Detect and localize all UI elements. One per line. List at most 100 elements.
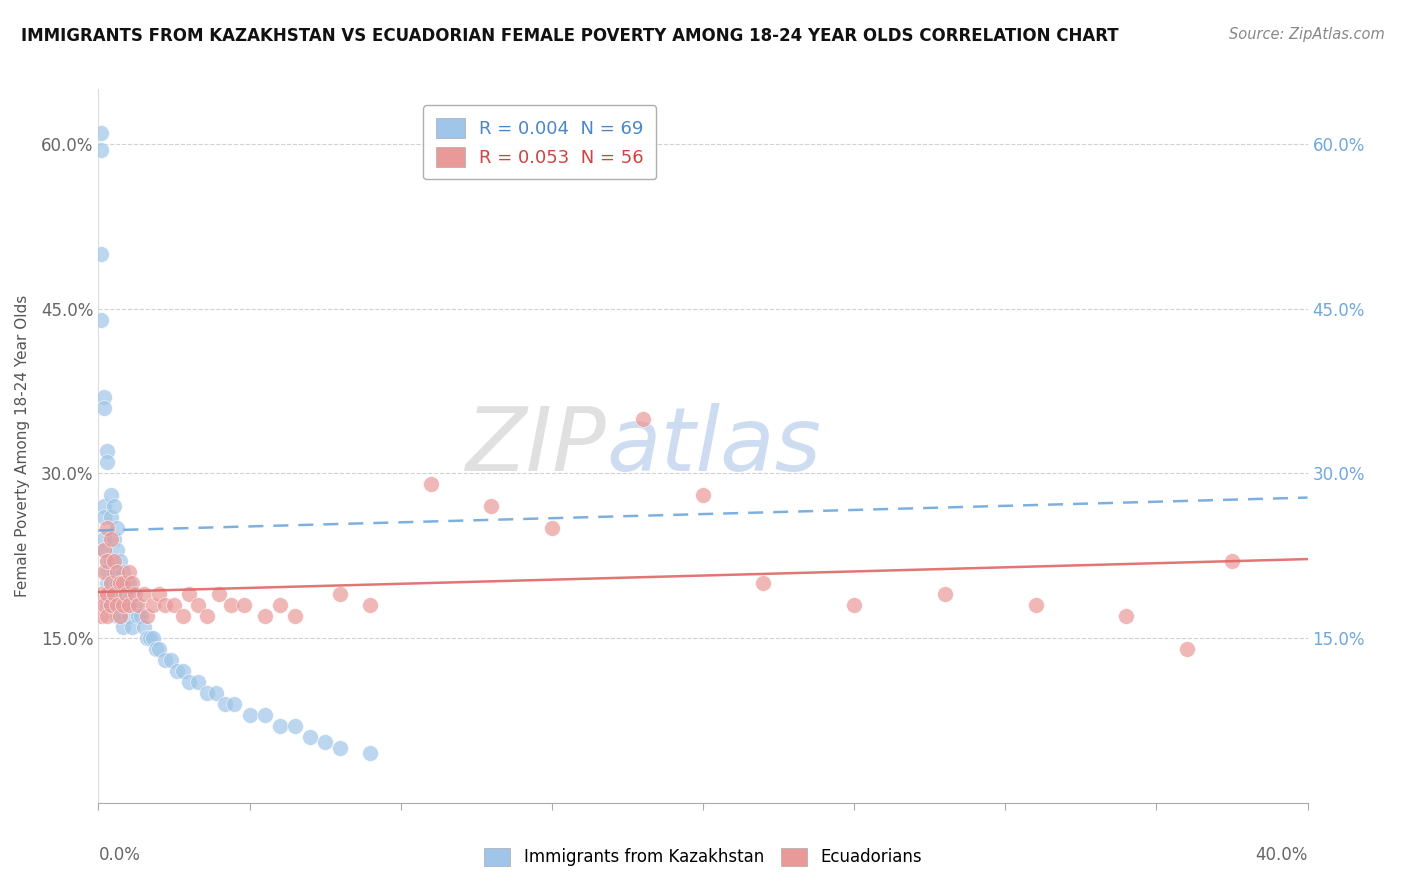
Point [96, 609, 118, 624]
Text: IMMIGRANTS FROM KAZAKHSTAN VS ECUADORIAN FEMALE POVERTY AMONG 18-24 YEAR OLDS CO: IMMIGRANTS FROM KAZAKHSTAN VS ECUADORIAN… [21, 27, 1119, 45]
Point [124, 598, 146, 612]
Point [93, 566, 115, 580]
Point [100, 576, 122, 591]
Point [172, 664, 194, 678]
Point [145, 642, 167, 657]
Point [360, 598, 382, 612]
Point [96, 566, 118, 580]
Point [420, 477, 443, 491]
Point [284, 719, 307, 733]
Point [129, 609, 152, 624]
Point [208, 587, 231, 601]
Point [329, 740, 352, 755]
Text: 40.0%: 40.0% [1256, 846, 1308, 863]
Point [481, 500, 503, 514]
Point [90, 609, 112, 624]
Point [360, 747, 382, 761]
Point [142, 598, 165, 612]
Point [153, 598, 176, 612]
Point [205, 686, 228, 700]
Point [148, 642, 170, 657]
Point [103, 587, 125, 601]
Point [844, 598, 866, 612]
Text: ZIP: ZIP [465, 403, 606, 489]
Point [135, 631, 157, 645]
Point [100, 510, 122, 524]
Point [96, 587, 118, 601]
Point [135, 609, 157, 624]
Point [103, 587, 125, 601]
Point [269, 719, 291, 733]
Point [111, 576, 134, 591]
Point [121, 620, 143, 634]
Point [96, 598, 118, 612]
Point [179, 675, 201, 690]
Point [148, 587, 170, 601]
Point [114, 598, 136, 612]
Point [111, 620, 134, 634]
Point [284, 609, 307, 624]
Point [103, 533, 125, 547]
Point [163, 598, 186, 612]
Point [100, 598, 122, 612]
Point [108, 609, 131, 624]
Point [96, 554, 118, 568]
Point [139, 631, 162, 645]
Point [96, 455, 118, 469]
Point [132, 587, 155, 601]
Point [90, 247, 112, 261]
Point [118, 598, 141, 612]
Point [314, 735, 336, 749]
Point [103, 566, 125, 580]
Point [160, 653, 183, 667]
Point [121, 587, 143, 601]
Y-axis label: Female Poverty Among 18-24 Year Olds: Female Poverty Among 18-24 Year Olds [15, 295, 30, 597]
Point [96, 554, 118, 568]
Point [1220, 554, 1243, 568]
Point [100, 533, 122, 547]
Point [105, 598, 128, 612]
Point [105, 576, 128, 591]
Point [93, 401, 115, 415]
Point [329, 587, 352, 601]
Point [114, 576, 136, 591]
Point [253, 609, 276, 624]
Point [90, 587, 112, 601]
Point [142, 631, 165, 645]
Point [93, 533, 115, 547]
Point [239, 708, 262, 723]
Point [232, 598, 254, 612]
Legend: R = 0.004  N = 69, R = 0.053  N = 56: R = 0.004 N = 69, R = 0.053 N = 56 [423, 105, 657, 179]
Point [934, 587, 956, 601]
Point [111, 587, 134, 601]
Point [127, 598, 149, 612]
Point [93, 390, 115, 404]
Point [108, 576, 131, 591]
Point [121, 576, 143, 591]
Point [187, 598, 209, 612]
Point [187, 675, 209, 690]
Point [100, 576, 122, 591]
Point [96, 587, 118, 601]
Point [253, 708, 276, 723]
Point [93, 543, 115, 558]
Point [195, 686, 218, 700]
Point [103, 500, 125, 514]
Point [100, 598, 122, 612]
Text: atlas: atlas [606, 403, 821, 489]
Point [108, 576, 131, 591]
Text: Source: ZipAtlas.com: Source: ZipAtlas.com [1229, 27, 1385, 42]
Legend: Immigrants from Kazakhstan, Ecuadorians: Immigrants from Kazakhstan, Ecuadorians [475, 839, 931, 875]
Point [90, 312, 112, 326]
Point [93, 500, 115, 514]
Point [1115, 609, 1137, 624]
Point [214, 697, 236, 711]
Point [299, 730, 322, 744]
Point [103, 554, 125, 568]
Point [540, 521, 562, 535]
Point [752, 576, 775, 591]
Point [100, 554, 122, 568]
Point [224, 697, 246, 711]
Point [93, 543, 115, 558]
Point [96, 576, 118, 591]
